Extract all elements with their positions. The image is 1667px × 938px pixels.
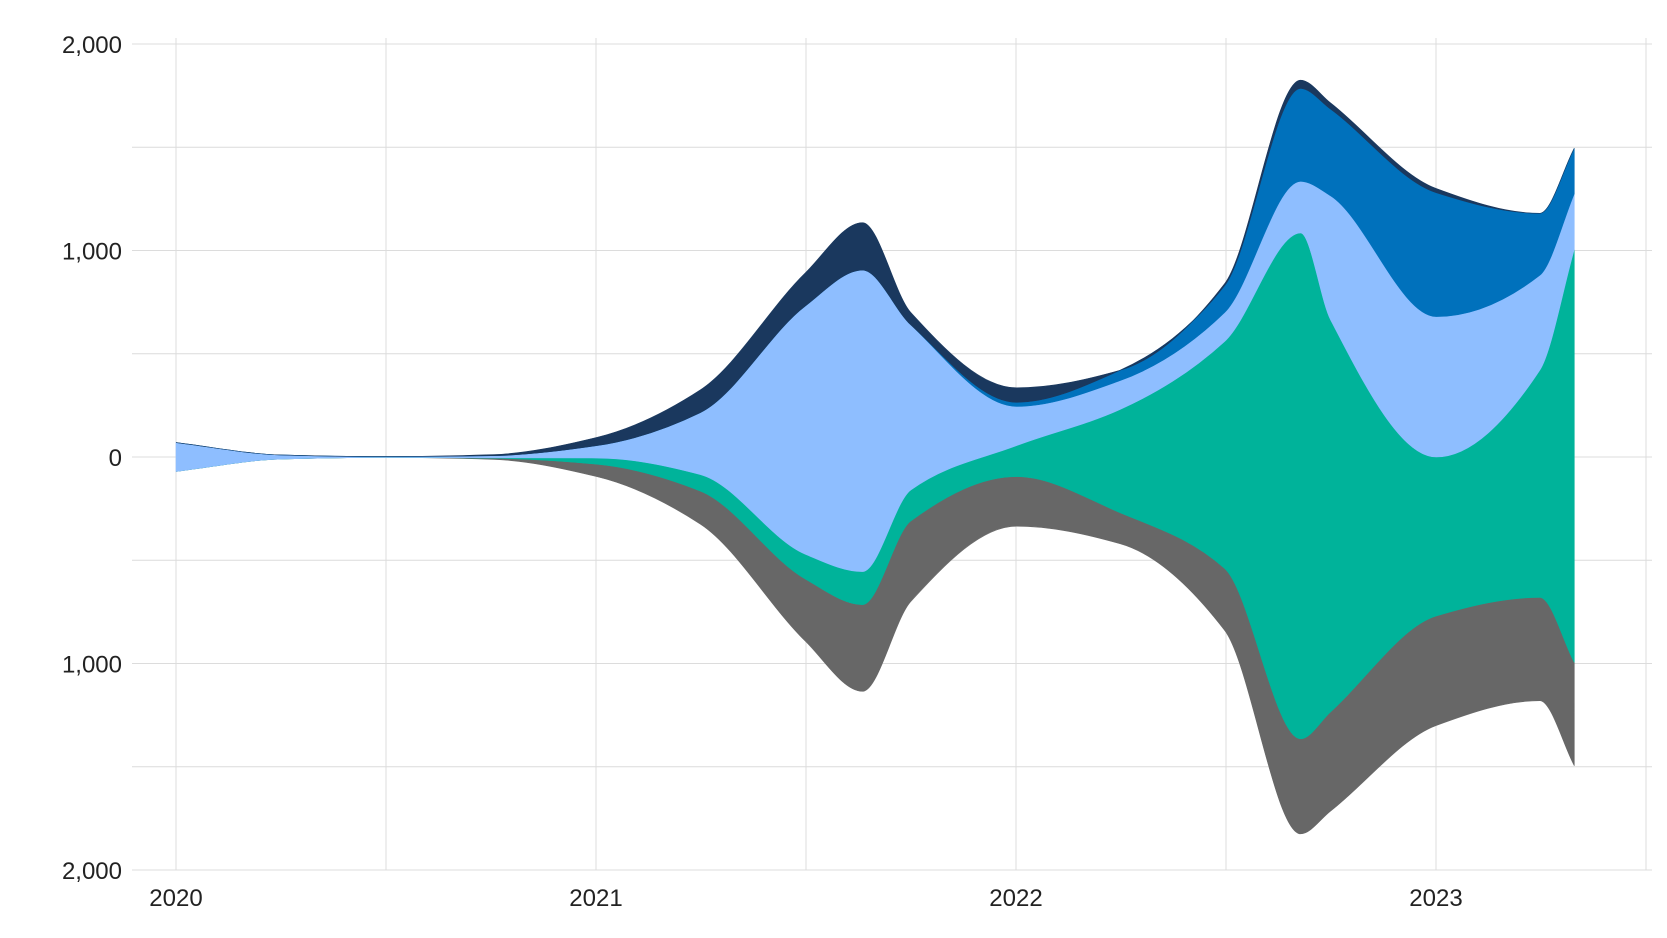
x-tick-label: 2023 [1409,885,1462,912]
stream-layer-5 [175,79,1575,457]
stream-layers [175,79,1575,835]
y-tick-label: 1,000 [62,239,122,266]
y-tick-label: 0 [109,445,122,472]
y-tick-label: 2,000 [62,858,122,885]
y-tick-label: 2,000 [62,32,122,59]
x-axis: 2020 2021 2022 2023 [149,885,1462,912]
y-axis: 2,000 1,000 0 1,000 2,000 [62,32,122,885]
y-tick-label: 1,000 [62,652,122,679]
x-tick-label: 2022 [989,885,1042,912]
x-tick-label: 2021 [569,885,622,912]
x-tick-label: 2020 [149,885,202,912]
